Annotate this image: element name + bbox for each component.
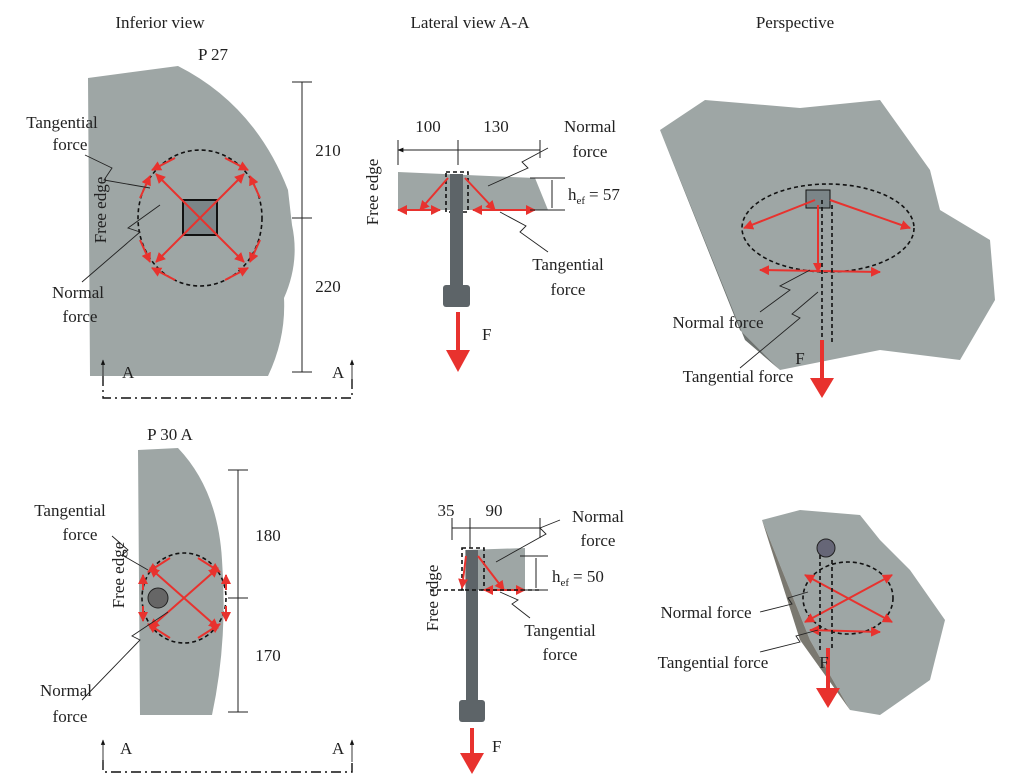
line-shape [500,592,530,618]
perspective-view-1: F Normal force Tangential force [660,100,995,398]
line-shape [816,688,840,708]
normal-force-label: force [63,307,98,326]
page: Anchor test views {"column_headers": ["I… [0,0,1011,776]
tangential-force-label: Tangential [532,255,604,274]
free-edge-label: Free edge [423,565,442,632]
line-shape [500,212,548,252]
section-mark: A [332,363,345,382]
embedment-label: hef= 57 [568,185,620,207]
shape [450,174,463,292]
lateral-view-1: 100 130 hef= 57 Free edge Normal force T… [363,117,620,372]
normal-force-label: Normal [52,283,104,302]
line-shape [138,448,224,715]
line-shape [398,172,548,210]
normal-force-label: Normal [564,117,616,136]
tangential-force-label: force [551,280,586,299]
inferior-view-1: P 27 210 220 A A Tangential force Free e… [26,45,352,398]
normal-force-label: Normal force [672,313,763,332]
value: = 50 [573,567,604,586]
tangential-force-label: force [543,645,578,664]
specimen-label: P 30 A [147,425,193,444]
dimension-label: 180 [255,526,281,545]
dimension-label: 210 [315,141,341,160]
subscript: ef [561,577,570,589]
dimension-label: 170 [255,646,281,665]
line-shape [446,350,470,372]
tangential-force-label: Tangential force [658,653,769,672]
dimension-label: 130 [483,117,509,136]
dimension-label: 90 [486,501,503,520]
lateral-view-2: 35 90 hef= 50 Free edge Normal force Tan… [423,501,624,774]
shape [459,700,485,722]
free-edge-label: Free edge [363,159,382,226]
shape [466,550,478,708]
section-mark: A [120,739,133,758]
column-header: Lateral view A-A [411,13,531,32]
force-label: F [492,737,501,756]
line-shape [103,760,352,772]
section-mark: A [122,363,135,382]
normal-force-label: force [581,531,616,550]
dimension-label: 220 [315,277,341,296]
normal-force-label: Normal [572,507,624,526]
line-shape [762,510,945,715]
line-shape [103,376,352,398]
tangential-force-label: Tangential [26,113,98,132]
perspective-view-2: F Normal force Tangential force [658,510,945,715]
tangential-force-label: force [63,525,98,544]
shape [817,539,835,557]
section-mark: A [332,739,345,758]
shape [443,285,470,307]
inferior-view-2: P 30 A 180 170 A A Tangential force Free… [34,425,352,772]
normal-force-label: force [573,142,608,161]
tangential-force-label: Tangential [34,501,106,520]
figure: Inferior view Lateral view A-A Perspecti… [0,0,1011,776]
line-shape [452,518,540,548]
dimension-label: 35 [438,501,455,520]
embedment-label: hef= 50 [552,567,604,589]
line-shape [228,470,248,712]
value: = 57 [589,185,620,204]
line-shape [810,378,834,398]
force-label: F [482,325,491,344]
free-edge-label: Free edge [91,177,110,244]
subscript: ef [577,195,586,207]
tangential-force-label: force [53,135,88,154]
free-edge-label: Free edge [109,542,128,609]
tangential-force-label: Tangential [524,621,596,640]
column-header: Inferior view [115,13,205,32]
normal-force-label: Normal force [660,603,751,622]
specimen-label: P 27 [198,45,229,64]
tangential-force-label: Tangential force [683,367,794,386]
force-label: F [795,349,804,368]
line-shape [460,753,484,774]
normal-force-label: force [53,707,88,726]
line-shape [398,140,540,165]
dimension-label: 100 [415,117,441,136]
body: Inferior view Lateral view A-A Perspecti… [0,0,1011,776]
shape [148,588,168,608]
force-label: F [819,653,828,672]
column-header: Perspective [756,13,834,32]
line-shape [292,82,312,372]
